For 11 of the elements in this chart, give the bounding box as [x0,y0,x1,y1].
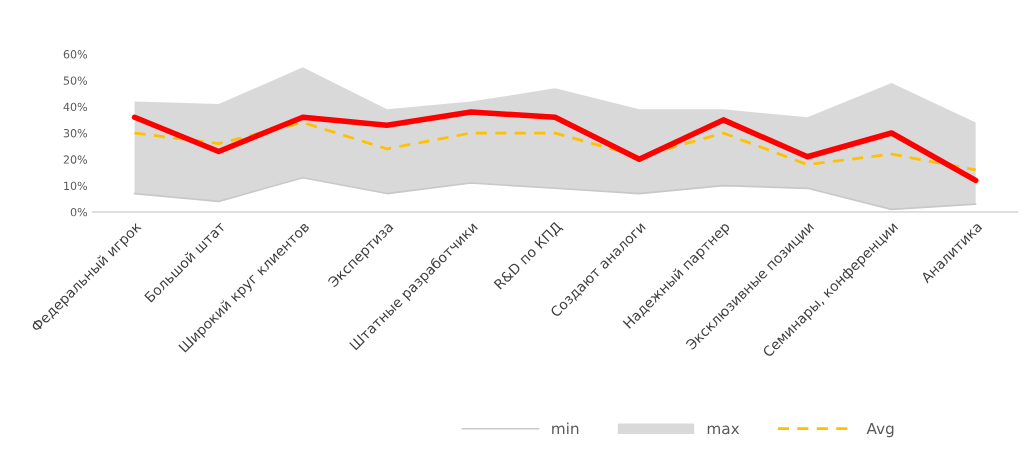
y-tick-label: 30% [63,129,88,138]
y-tick-label: 0% [70,207,88,217]
y-tick-label: 10% [64,181,88,191]
y-tick-label: 60% [63,50,88,59]
legend-label: max [707,425,740,435]
line-series [133,121,978,172]
y-tick-label: 20% [63,155,88,164]
legend-label: min [552,422,579,435]
y-tick-label: 50% [63,76,88,85]
y-tick-label: 40% [63,102,88,112]
legend-label: Avg [866,422,894,438]
